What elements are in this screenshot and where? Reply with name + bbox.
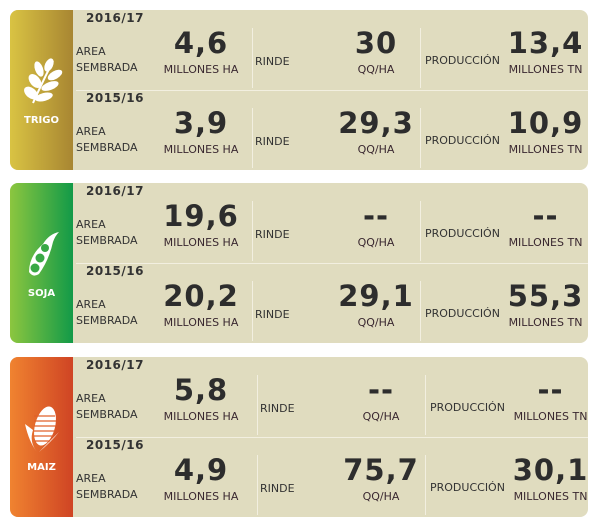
divider [420,108,421,168]
crop-card-trigo: TRIGO 2016/17 AREA SEMBRADA 4,6 MILLONES H… [10,10,588,170]
area-value: 20,2 MILLONES HA [163,279,239,329]
produccion-value: 10,9 MILLONES TN [507,106,584,156]
season-row: 2015/16 AREA SEMBRADA 20,2 MILLONES HA RIN… [73,263,588,343]
crop-name: TRIGO [24,114,59,126]
season-year: 2016/17 [86,184,144,198]
produccion-label: PRODUCCIÓN [430,401,505,414]
season-year: 2016/17 [86,358,144,372]
produccion-value: 13,4 MILLONES TN [507,26,584,76]
area-label: AREA SEMBRADA [76,392,138,421]
rinde-label: RINDE [255,308,290,321]
divider [257,455,258,515]
rinde-value: 75,7 QQ/HA [343,453,419,503]
rinde-label: RINDE [260,482,295,495]
rinde-value: -- QQ/HA [357,199,395,249]
rinde-label: RINDE [255,55,290,68]
crop-badge: TRIGO [10,10,73,170]
produccion-label: PRODUCCIÓN [425,227,500,240]
rinde-value: 29,3 QQ/HA [338,106,414,156]
produccion-value: -- MILLONES TN [513,373,588,423]
season-row: 2016/17 AREA SEMBRADA 4,6 MILLONES HA RIND… [73,10,588,90]
crop-badge: SOJA [10,183,73,343]
divider [420,28,421,88]
produccion-value: -- MILLONES TN [508,199,583,249]
divider [425,375,426,435]
season-row: 2015/16 AREA SEMBRADA 4,9 MILLONES HA RIND… [73,437,588,517]
divider [425,455,426,515]
divider [420,281,421,341]
produccion-label: PRODUCCIÓN [425,134,500,147]
area-label: AREA SEMBRADA [76,125,138,154]
area-label: AREA SEMBRADA [76,218,138,247]
crop-name: SOJA [27,287,56,299]
crop-name: MAIZ [27,461,56,473]
produccion-value: 55,3 MILLONES TN [507,279,584,329]
season-year: 2015/16 [86,91,144,105]
divider [420,201,421,261]
wheat-icon [19,55,65,111]
area-label: AREA SEMBRADA [76,298,138,327]
area-label: AREA SEMBRADA [76,45,138,74]
season-year: 2015/16 [86,438,144,452]
divider [252,108,253,168]
divider [252,28,253,88]
corn-icon [19,402,65,458]
divider [252,201,253,261]
crop-card-soja: SOJA 2016/17 AREA SEMBRADA 19,6 MILLONES H… [10,183,588,343]
season-year: 2015/16 [86,264,144,278]
area-value: 3,9 MILLONES HA [163,106,239,156]
crop-card-maiz: MAIZ 2016/17 AREA SEMBRADA 5,8 MILLONES HA… [10,357,588,517]
area-value: 5,8 MILLONES HA [163,373,239,423]
produccion-label: PRODUCCIÓN [425,307,500,320]
area-value: 4,6 MILLONES HA [163,26,239,76]
rinde-label: RINDE [255,228,290,241]
season-row: 2015/16 AREA SEMBRADA 3,9 MILLONES HA RIND… [73,90,588,170]
season-year: 2016/17 [86,11,144,25]
crop-badge: MAIZ [10,357,73,517]
divider [257,375,258,435]
rinde-label: RINDE [260,402,295,415]
rinde-value: 30 QQ/HA [354,26,398,76]
produccion-label: PRODUCCIÓN [430,481,505,494]
rinde-value: 29,1 QQ/HA [338,279,414,329]
produccion-value: 30,1 MILLONES TN [512,453,588,503]
rinde-value: -- QQ/HA [362,373,400,423]
soybean-icon [19,228,65,284]
area-value: 19,6 MILLONES HA [163,199,239,249]
rinde-label: RINDE [255,135,290,148]
season-row: 2016/17 AREA SEMBRADA 5,8 MILLONES HA RIND… [73,357,588,437]
produccion-label: PRODUCCIÓN [425,54,500,67]
area-value: 4,9 MILLONES HA [163,453,239,503]
season-row: 2016/17 AREA SEMBRADA 19,6 MILLONES HA RIN… [73,183,588,263]
divider [252,281,253,341]
area-label: AREA SEMBRADA [76,472,138,501]
